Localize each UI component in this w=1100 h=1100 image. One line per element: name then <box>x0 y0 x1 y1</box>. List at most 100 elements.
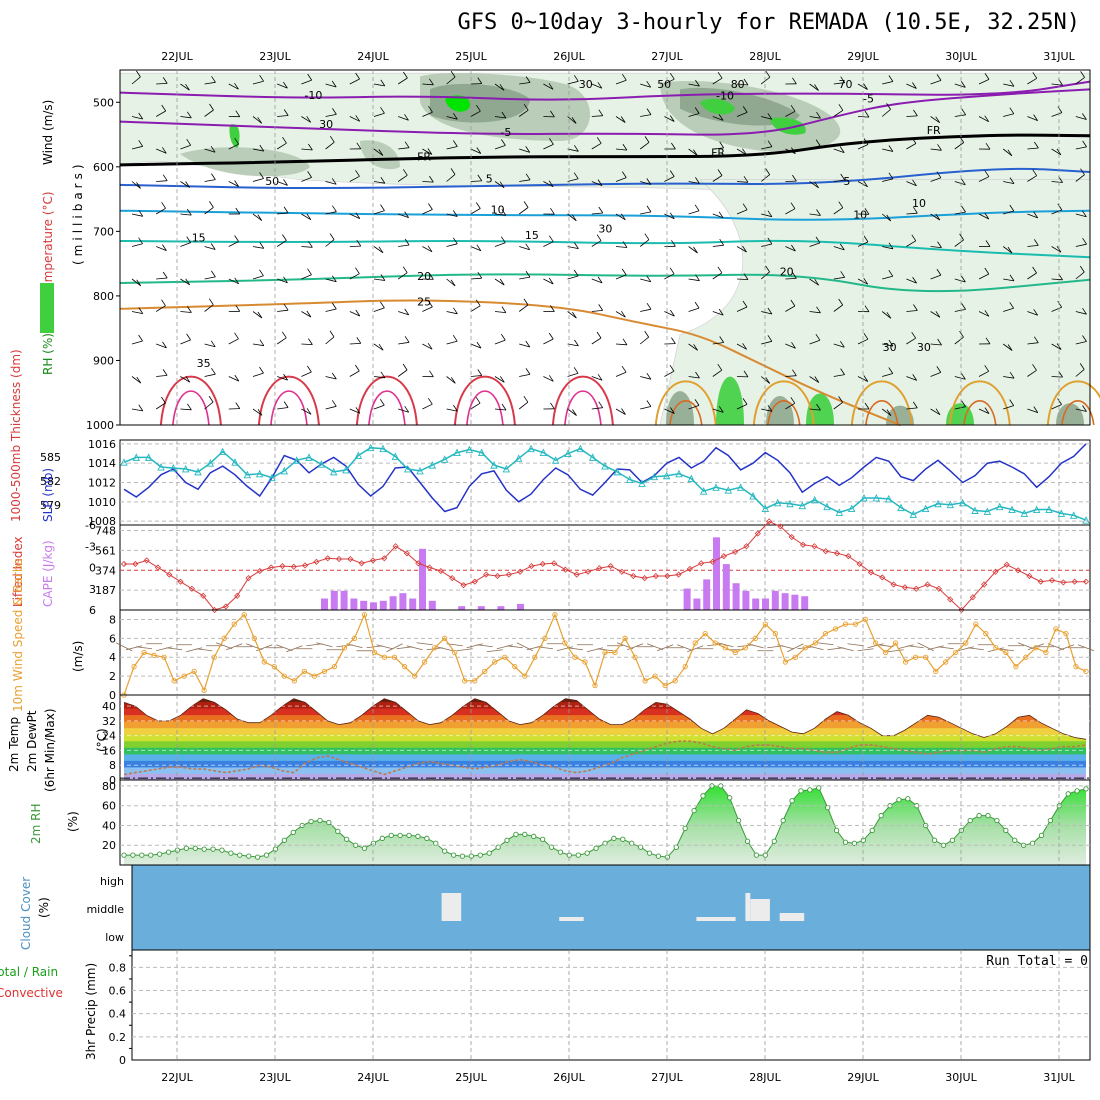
wind-barb-flag-upper-0-37 <box>1032 72 1038 79</box>
wind-barb-upper-9-35 <box>978 370 989 377</box>
wind-barb-flag-upper-6-35 <box>984 267 990 275</box>
wind-barb-flag-upper-9-12 <box>429 370 434 377</box>
lifted-index-point-13 <box>268 564 275 571</box>
slp-ylabel-text: SLP (mb) <box>41 468 55 522</box>
upper-ylabel-temperature: Temperature (°C) <box>41 191 55 296</box>
wind-barb-upper-9-21 <box>640 376 651 380</box>
temp-band-11 <box>124 701 1086 709</box>
wind-barb-10m-71 <box>827 647 844 651</box>
rh2m-point-23 <box>326 819 332 826</box>
thickness-line <box>123 446 1087 521</box>
wind-barb-upper-9-33 <box>930 372 941 377</box>
wind-barb-flag-upper-5-35 <box>985 240 991 247</box>
wind-barb-flag-upper-0-28 <box>814 84 819 91</box>
wind-barb-flag-upper-7-24 <box>718 308 724 316</box>
wind-barb-10m-23 <box>346 643 363 649</box>
wind-barb-10m-75 <box>867 643 884 649</box>
wind-barb-flag-upper-2-39 <box>1082 140 1087 148</box>
wind-barb-flag-upper-4-29 <box>838 201 844 208</box>
wind-barb-upper-1-5 <box>252 116 262 124</box>
wind-barb-upper-2-21 <box>639 142 650 150</box>
wind-barb-upper-7-31 <box>881 311 892 319</box>
upper-ylabel-rh: RH (%) <box>41 333 55 375</box>
cape-bar-6 <box>379 600 387 610</box>
wind-barb-upper-8-0 <box>131 340 143 345</box>
wind-barb-10m-96 <box>1077 644 1095 652</box>
wind-barb-flag-upper-5-13 <box>452 237 458 245</box>
lifted-index-point-29 <box>449 575 456 582</box>
wind-speed-point-57 <box>692 640 698 646</box>
wind-barb-upper-3-6 <box>277 181 288 186</box>
wind-barb-upper-5-31 <box>882 246 894 250</box>
wind-barb-upper-6-23 <box>688 278 700 282</box>
wind-barb-flag-upper-3-22 <box>669 170 675 177</box>
wind-barb-10m-77 <box>887 649 904 653</box>
precip-tick-0: 0 <box>119 1054 126 1067</box>
wind-barb-upper-4-15 <box>494 213 506 216</box>
wind-speed-point-45 <box>572 654 578 660</box>
wind-barb-upper-7-1 <box>155 305 166 312</box>
lifted-index-point-50 <box>686 565 693 572</box>
wind-barb-flag-upper-2-3 <box>210 145 216 153</box>
wind-barb-upper-4-3 <box>204 207 214 215</box>
cape-bar-19 <box>713 537 720 610</box>
wind-barb-flag-upper-6-23 <box>695 274 700 281</box>
thickness-point-56 <box>810 495 819 504</box>
wind-barb-10m-10 <box>216 642 233 650</box>
wind-barb-flag-upper-5-20 <box>622 241 628 248</box>
wind-barb-10m-31 <box>426 647 443 651</box>
wind-barb-upper-6-38 <box>1051 278 1063 281</box>
wind-barb-flag-upper-1-32 <box>913 109 918 117</box>
upper-ytick-label-1: 600 <box>93 161 114 174</box>
wind-barb-flag-upper-2-6 <box>282 136 287 144</box>
wind-barb-upper-10-38 <box>1051 404 1062 410</box>
wind-speed-point-28 <box>401 664 408 670</box>
precip-ylabel-rot: 3hr Precip (mm) <box>84 963 98 1060</box>
thickness-point-5 <box>181 464 190 473</box>
lifted-index-point-79 <box>1015 567 1022 574</box>
wind-barb-flag-upper-1-26 <box>767 113 773 120</box>
wind-barb-flag-upper-0-8 <box>331 80 337 88</box>
wind-barb-10m-47 <box>586 647 604 653</box>
rh2m-point-108 <box>1083 786 1089 792</box>
wind-barb-flag-upper-2-1 <box>161 147 167 154</box>
li-tick-3: 3 <box>89 583 96 596</box>
wind-barb-flag-upper-10-1 <box>161 396 166 404</box>
wind-barb-10m-42 <box>536 646 553 650</box>
wind-barb-flag-upper-8-32 <box>911 331 917 339</box>
wind-barb-upper-7-0 <box>131 311 143 314</box>
wind-barb-flag-upper-0-35 <box>984 73 990 80</box>
precip-tick-2: 0.4 <box>109 1008 127 1021</box>
wind-barb-upper-0-36 <box>1003 83 1015 87</box>
wind-barb-flag-upper-6-22 <box>669 267 675 275</box>
wind-barb-flag-upper-5-28 <box>815 236 821 244</box>
wind-barb-upper-8-13 <box>446 340 458 345</box>
wind-barb-10m-32 <box>436 646 453 652</box>
wind-barb-10m-69 <box>807 645 824 651</box>
wind-barb-flag-upper-5-25 <box>742 245 747 253</box>
wind-barb-flag-upper-10-39 <box>1082 405 1087 412</box>
thickness-point-7 <box>206 459 215 467</box>
wind-barb-flag-upper-4-39 <box>1082 210 1087 218</box>
wind-barb-10m-76 <box>877 644 894 648</box>
rh2m-point-69 <box>735 817 742 824</box>
wind-barb-upper-4-1 <box>155 207 166 215</box>
wind-barb-upper-6-6 <box>277 278 288 284</box>
wind-barb-upper-0-25 <box>736 83 749 86</box>
wind-barb-flag-upper-0-17 <box>548 83 554 90</box>
wind-barb-flag-upper-1-37 <box>1033 114 1038 121</box>
wind-barb-flag-upper-8-28 <box>815 333 821 341</box>
wind-barb-upper-9-8 <box>325 376 337 380</box>
wind-barb-flag-upper-1-11 <box>404 114 409 121</box>
wind-barb-flag-upper-9-30 <box>863 375 869 382</box>
wind-speed-point-85 <box>973 621 979 627</box>
wind-barb-flag-upper-9-33 <box>936 366 942 373</box>
wind-barb-flag-upper-7-28 <box>816 306 821 314</box>
lifted-index-point-48 <box>664 572 671 580</box>
wind-barb-flag-upper-6-14 <box>477 271 483 279</box>
wind-barb-upper-1-8 <box>325 114 337 117</box>
wind-barb-upper-2-19 <box>591 142 602 150</box>
wind-barb-upper-3-19 <box>591 181 603 186</box>
wind-barb-upper-9-3 <box>204 373 216 377</box>
